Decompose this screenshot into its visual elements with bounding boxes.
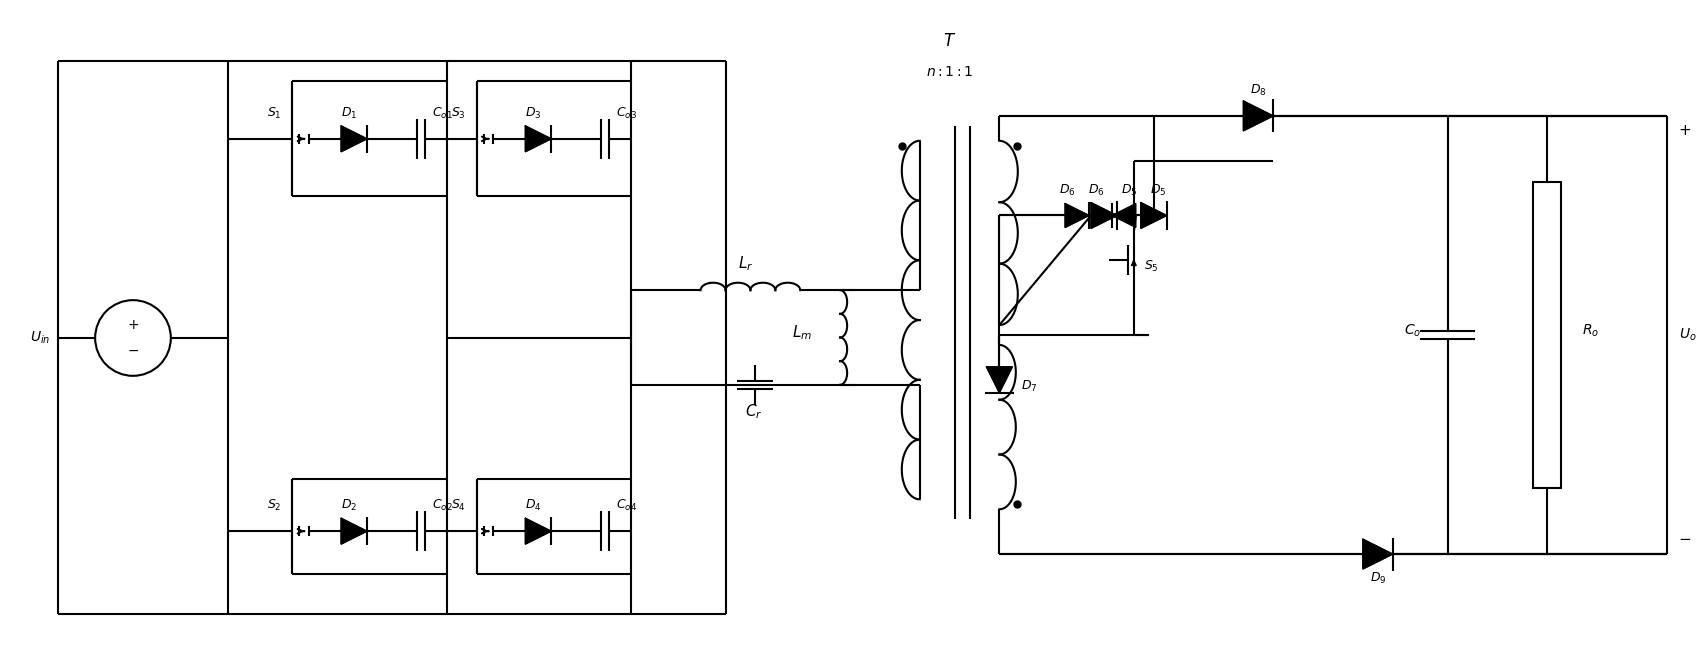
Text: $S_4$: $S_4$	[451, 498, 467, 513]
Text: $U_{in}$: $U_{in}$	[31, 330, 51, 346]
Text: $S_1$: $S_1$	[267, 106, 281, 121]
Text: $C_{o4}$: $C_{o4}$	[616, 498, 637, 513]
Text: $D_4$: $D_4$	[525, 498, 542, 513]
Text: $U_o$: $U_o$	[1679, 327, 1696, 343]
Text: $C_{o1}$: $C_{o1}$	[433, 106, 453, 121]
Polygon shape	[1243, 101, 1274, 131]
Text: $S_3$: $S_3$	[451, 106, 467, 121]
Text: +: +	[1679, 123, 1691, 138]
Polygon shape	[341, 126, 368, 152]
Text: $S_2$: $S_2$	[267, 498, 281, 513]
Text: $L_m$: $L_m$	[792, 324, 812, 342]
Polygon shape	[986, 367, 1012, 393]
Text: $D_6$: $D_6$	[1088, 183, 1104, 198]
Text: $D_5$: $D_5$	[1151, 183, 1167, 198]
Text: $D_3$: $D_3$	[525, 106, 542, 121]
Text: $D_9$: $D_9$	[1369, 571, 1386, 586]
Text: $n:1:1$: $n:1:1$	[926, 65, 974, 79]
Text: $R_o$: $R_o$	[1582, 323, 1599, 340]
Text: $D_6$: $D_6$	[1059, 183, 1075, 198]
Polygon shape	[525, 126, 552, 152]
Text: $D_1$: $D_1$	[341, 106, 358, 121]
Text: $D_5$: $D_5$	[1121, 183, 1138, 198]
Polygon shape	[525, 518, 552, 544]
Text: $S_5$: $S_5$	[1144, 259, 1158, 275]
Text: $D_8$: $D_8$	[1250, 83, 1267, 98]
Text: −: −	[128, 344, 140, 358]
Polygon shape	[1362, 539, 1393, 569]
Text: $C_{o2}$: $C_{o2}$	[433, 498, 453, 513]
Bar	[1533, 182, 1562, 488]
Polygon shape	[1112, 204, 1136, 227]
Text: $L_r$: $L_r$	[737, 255, 753, 273]
Text: $C_o$: $C_o$	[1403, 323, 1422, 340]
Text: $D_7$: $D_7$	[1022, 379, 1037, 394]
Text: −: −	[1679, 532, 1691, 547]
Text: $T$: $T$	[943, 32, 955, 50]
Text: $C_{o3}$: $C_{o3}$	[616, 106, 637, 121]
Text: $C_r$: $C_r$	[744, 403, 763, 421]
Text: +: +	[128, 318, 140, 332]
Polygon shape	[341, 518, 368, 544]
Polygon shape	[1141, 202, 1167, 228]
Polygon shape	[1064, 204, 1088, 227]
Text: $D_2$: $D_2$	[341, 498, 358, 513]
Polygon shape	[1092, 202, 1117, 228]
